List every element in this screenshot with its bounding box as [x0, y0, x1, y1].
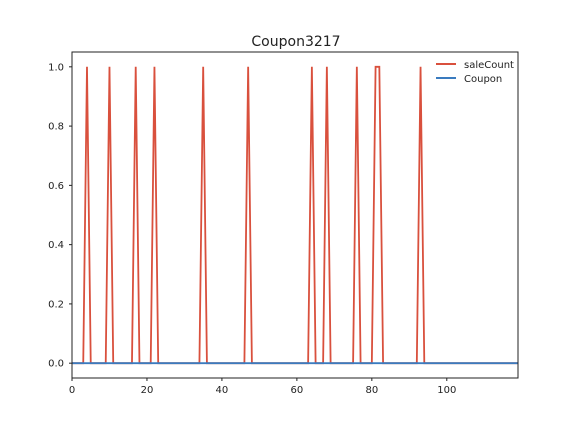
x-tick-label: 60	[291, 385, 304, 396]
legend-label-coupon: Coupon	[464, 74, 502, 85]
x-tick-label: 100	[437, 385, 456, 396]
chart-title: Coupon3217	[251, 34, 340, 50]
axis-ticks: 0 20 40 60 80 100 0.0 0.2 0.4 0.6 0.8 1.0	[48, 62, 456, 396]
x-tick-label: 80	[365, 385, 378, 396]
x-tick-label: 20	[141, 385, 154, 396]
y-tick-label: 0.2	[48, 299, 64, 310]
y-tick-label: 1.0	[48, 62, 64, 73]
plot-frame	[71, 51, 519, 379]
y-tick-label: 0.0	[48, 359, 64, 370]
series-lines	[72, 65, 518, 365]
y-tick-label: 0.4	[48, 240, 64, 251]
x-tick-label: 40	[216, 385, 229, 396]
legend-label-salecount: saleCount	[464, 60, 514, 71]
y-tick-label: 0.8	[48, 122, 64, 133]
x-tick-label: 0	[69, 385, 75, 396]
legend: saleCount Coupon	[436, 60, 514, 85]
series-line-salecount	[72, 65, 518, 365]
y-tick-label: 0.6	[48, 181, 64, 192]
